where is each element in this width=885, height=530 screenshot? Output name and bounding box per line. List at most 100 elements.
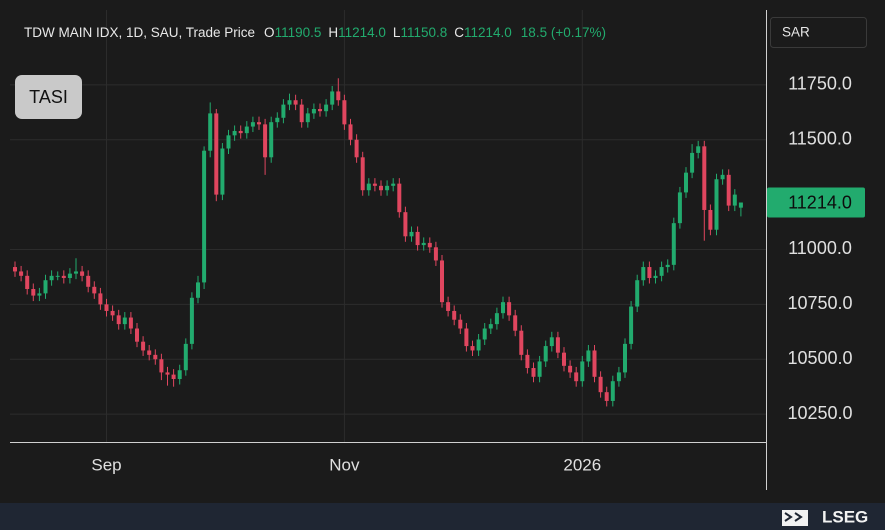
x-tick-label: 2026 <box>563 455 601 474</box>
candle-body <box>507 302 512 316</box>
brand-icon <box>782 510 808 526</box>
symbol-button-label[interactable]: TASI <box>29 87 68 107</box>
candle-body <box>519 330 524 355</box>
candle-body <box>348 124 353 140</box>
candle-body <box>433 247 438 261</box>
candle-body <box>586 350 591 362</box>
candle-body <box>98 293 103 305</box>
currency-select[interactable]: SAR <box>770 17 867 48</box>
candle-body <box>269 122 274 158</box>
candle-body <box>452 310 457 320</box>
x-tick-label: Nov <box>329 455 360 474</box>
currency-label[interactable]: SAR <box>782 25 810 40</box>
footer <box>0 503 885 530</box>
header-title: TDW MAIN IDX, 1D, SAU, Trade Price <box>24 25 255 40</box>
candle-body <box>677 192 682 224</box>
candle-body <box>421 242 426 246</box>
y-tick-label: 11000.0 <box>788 238 852 258</box>
header: TDW MAIN IDX, 1D, SAU, Trade Price O11190… <box>24 25 606 40</box>
candle-body <box>202 150 207 283</box>
ohlc-label: C <box>454 25 464 40</box>
candle-body <box>415 231 420 246</box>
candle-body <box>714 179 719 230</box>
candle-body <box>726 174 731 206</box>
candle-body <box>305 113 310 123</box>
candle-body <box>494 313 499 325</box>
candle-body <box>171 374 176 379</box>
candle-body <box>458 319 463 329</box>
y-tick-label: 10750.0 <box>787 293 852 313</box>
candle-body <box>299 104 304 123</box>
candle-body <box>287 100 292 105</box>
candle-body <box>592 350 597 377</box>
candle-body <box>183 343 188 371</box>
candle-body <box>470 346 475 351</box>
symbol-button[interactable]: TASI <box>15 75 82 119</box>
candles <box>13 78 743 407</box>
candle-body <box>738 202 743 208</box>
candle-body <box>226 135 231 149</box>
candle-body <box>61 275 66 279</box>
ohlc-value: 11214.0 <box>464 25 512 40</box>
candle-body <box>263 124 268 158</box>
last-price-box <box>767 187 865 218</box>
last-price-tag: 11214.0 <box>767 187 865 218</box>
candle-body <box>92 286 97 294</box>
candle-body <box>318 109 322 112</box>
ohlc-value: 11190.5 <box>275 25 322 40</box>
candle-body <box>391 183 396 186</box>
candle-body <box>55 275 60 277</box>
candle-body <box>257 122 261 125</box>
candle-body <box>647 267 652 279</box>
candle-body <box>116 315 121 325</box>
candle-body <box>531 368 536 377</box>
symbol-button-bg[interactable] <box>15 75 82 119</box>
candle-body <box>696 146 701 153</box>
candle-body <box>604 392 609 401</box>
candle-body <box>244 126 249 134</box>
candle-body <box>409 231 414 237</box>
candle-body <box>464 328 469 347</box>
candle-body <box>641 267 646 281</box>
candle-body <box>275 117 280 123</box>
candle-body <box>342 100 347 125</box>
candle-body <box>623 343 627 373</box>
candle-body <box>31 289 36 296</box>
candle-body <box>635 280 640 307</box>
candle-body <box>147 350 152 355</box>
currency-box[interactable] <box>770 17 867 48</box>
candle-body <box>549 337 554 347</box>
brand-name: LSEG <box>822 507 868 526</box>
candle-body <box>702 146 707 210</box>
candle-body <box>189 297 194 344</box>
brand-icon-mark <box>784 512 803 522</box>
candle-body <box>629 306 634 344</box>
candle-body <box>110 310 115 316</box>
candle-body <box>610 381 615 401</box>
ohlc-value: 11150.8 <box>400 25 447 40</box>
candle-body <box>690 152 695 173</box>
candle-body <box>476 339 481 351</box>
candle-body <box>366 183 371 191</box>
candle-body <box>165 372 170 375</box>
y-tick-label: 10250.0 <box>787 403 852 423</box>
candle-body <box>732 194 737 206</box>
y-tick-label: 10500.0 <box>787 348 852 368</box>
candle-body <box>446 302 451 311</box>
candle-body <box>208 113 213 151</box>
candle-body <box>220 148 225 195</box>
candle-body <box>555 337 560 353</box>
candle-body <box>232 130 237 136</box>
candle-body <box>354 139 359 158</box>
candle-body <box>281 104 286 118</box>
candle-body <box>665 264 670 268</box>
candle-body <box>86 275 91 287</box>
candle-body <box>250 122 255 127</box>
x-tick-label: Sep <box>91 455 121 474</box>
ohlc-value: 11214.0 <box>338 25 386 40</box>
candle-body <box>671 223 676 265</box>
last-price-label: 11214.0 <box>788 192 852 212</box>
candle-body <box>177 370 182 379</box>
candle-body <box>372 183 377 186</box>
